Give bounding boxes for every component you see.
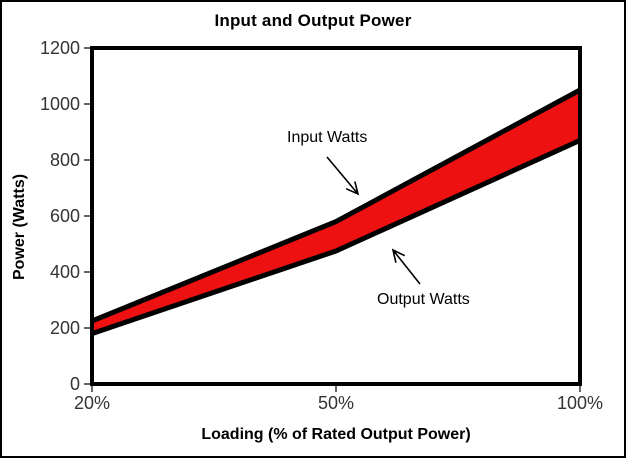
chart-title: Input and Output Power	[214, 11, 412, 30]
output-watts-arrow	[391, 248, 421, 285]
x-tick-label: 100%	[557, 393, 603, 413]
x-axis-title: Loading (% of Rated Output Power)	[201, 426, 471, 443]
output-line	[91, 138, 582, 336]
x-tick-label: 20%	[74, 393, 110, 413]
annotation-output-watts: Output Watts	[377, 291, 470, 308]
y-tick-label: 400	[50, 262, 80, 282]
y-tick-label: 800	[50, 150, 80, 170]
x-tick-label: 50%	[318, 393, 354, 413]
y-tick-label: 0	[70, 374, 80, 394]
input-watts-arrow	[326, 156, 360, 196]
y-tick-label: 200	[50, 318, 80, 338]
power-band	[92, 90, 580, 334]
input-line	[91, 87, 582, 324]
plot-frame	[90, 46, 582, 386]
y-tick-label: 1200	[40, 38, 80, 58]
annotation-input-watts: Input Watts	[287, 129, 368, 146]
y-tick-label: 1000	[40, 94, 80, 114]
y-tick-label: 600	[50, 206, 80, 226]
